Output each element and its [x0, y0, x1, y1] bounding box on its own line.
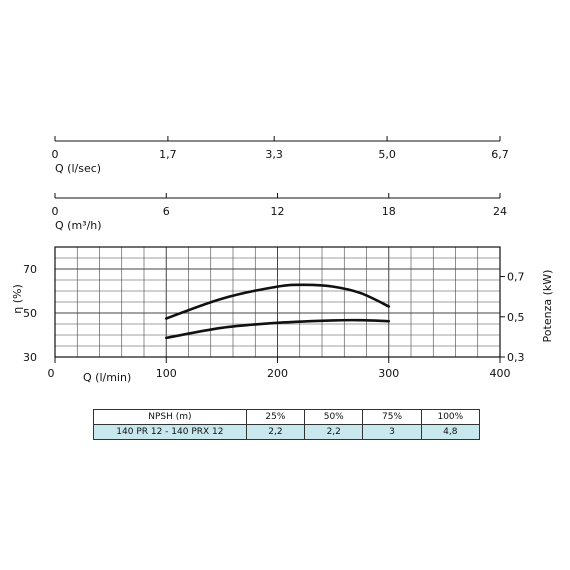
y-tick-label-2: 70 — [23, 263, 37, 276]
x-tick-label-4: 400 — [490, 367, 511, 380]
scale-tick-label-0-2: 3,3 — [265, 148, 283, 161]
y2-axis-title: Potenza (kW) — [541, 270, 554, 343]
npsh-header-100: 100% — [420, 409, 481, 425]
npsh-row-model: 140 PR 12 - 140 PRX 12 — [93, 424, 247, 440]
npsh-header-label: NPSH (m) — [93, 409, 247, 425]
npsh-row-25: 2,2 — [245, 424, 306, 440]
y2-tick-label-0: 0,3 — [507, 351, 525, 364]
x-tick-label-0: 0 — [48, 367, 55, 380]
scale-tick-label-1-3: 18 — [382, 205, 396, 218]
efficiency-curve — [165, 283, 391, 320]
npsh-header-50: 50% — [304, 409, 364, 425]
power-curve — [165, 318, 391, 340]
x-tick-label-1: 100 — [156, 367, 177, 380]
scale-tick-label-0-1: 1,7 — [159, 148, 177, 161]
scale-tick-label-1-4: 24 — [493, 205, 507, 218]
npsh-header-25: 25% — [245, 409, 306, 425]
y2-tick-label-1: 0,5 — [507, 311, 525, 324]
npsh-table: NPSH (m) 25% 50% 75% 100% 140 PR 12 - 14… — [93, 409, 481, 440]
scale-tick-label-1-1: 6 — [163, 205, 170, 218]
x-axis-title: Q (l/min) — [83, 371, 131, 384]
npsh-table-header: NPSH (m) 25% 50% 75% 100% — [93, 409, 481, 425]
npsh-row-100: 4,8 — [420, 424, 481, 440]
y2-tick-label-2: 0,7 — [507, 271, 525, 284]
npsh-table-row: 140 PR 12 - 140 PRX 12 2,2 2,2 3 4,8 — [93, 424, 481, 440]
npsh-header-75: 75% — [362, 409, 422, 425]
scale-axis-title-0: Q (l/sec) — [55, 162, 101, 175]
scale-tick-label-1-2: 12 — [271, 205, 285, 218]
x-tick-label-3: 300 — [378, 367, 399, 380]
scale-tick-label-0-0: 0 — [52, 148, 59, 161]
x-tick-label-2: 200 — [267, 367, 288, 380]
y-tick-label-0: 30 — [23, 351, 37, 364]
scale-tick-label-1-0: 0 — [52, 205, 59, 218]
y-axis-title: η (%) — [11, 284, 24, 314]
npsh-row-75: 3 — [362, 424, 422, 440]
scale-tick-label-0-4: 6,7 — [491, 148, 509, 161]
npsh-row-50: 2,2 — [304, 424, 364, 440]
y-tick-label-1: 50 — [23, 307, 37, 320]
scale-axis-title-1: Q (m³/h) — [55, 219, 102, 232]
scale-tick-label-0-3: 5,0 — [378, 148, 396, 161]
